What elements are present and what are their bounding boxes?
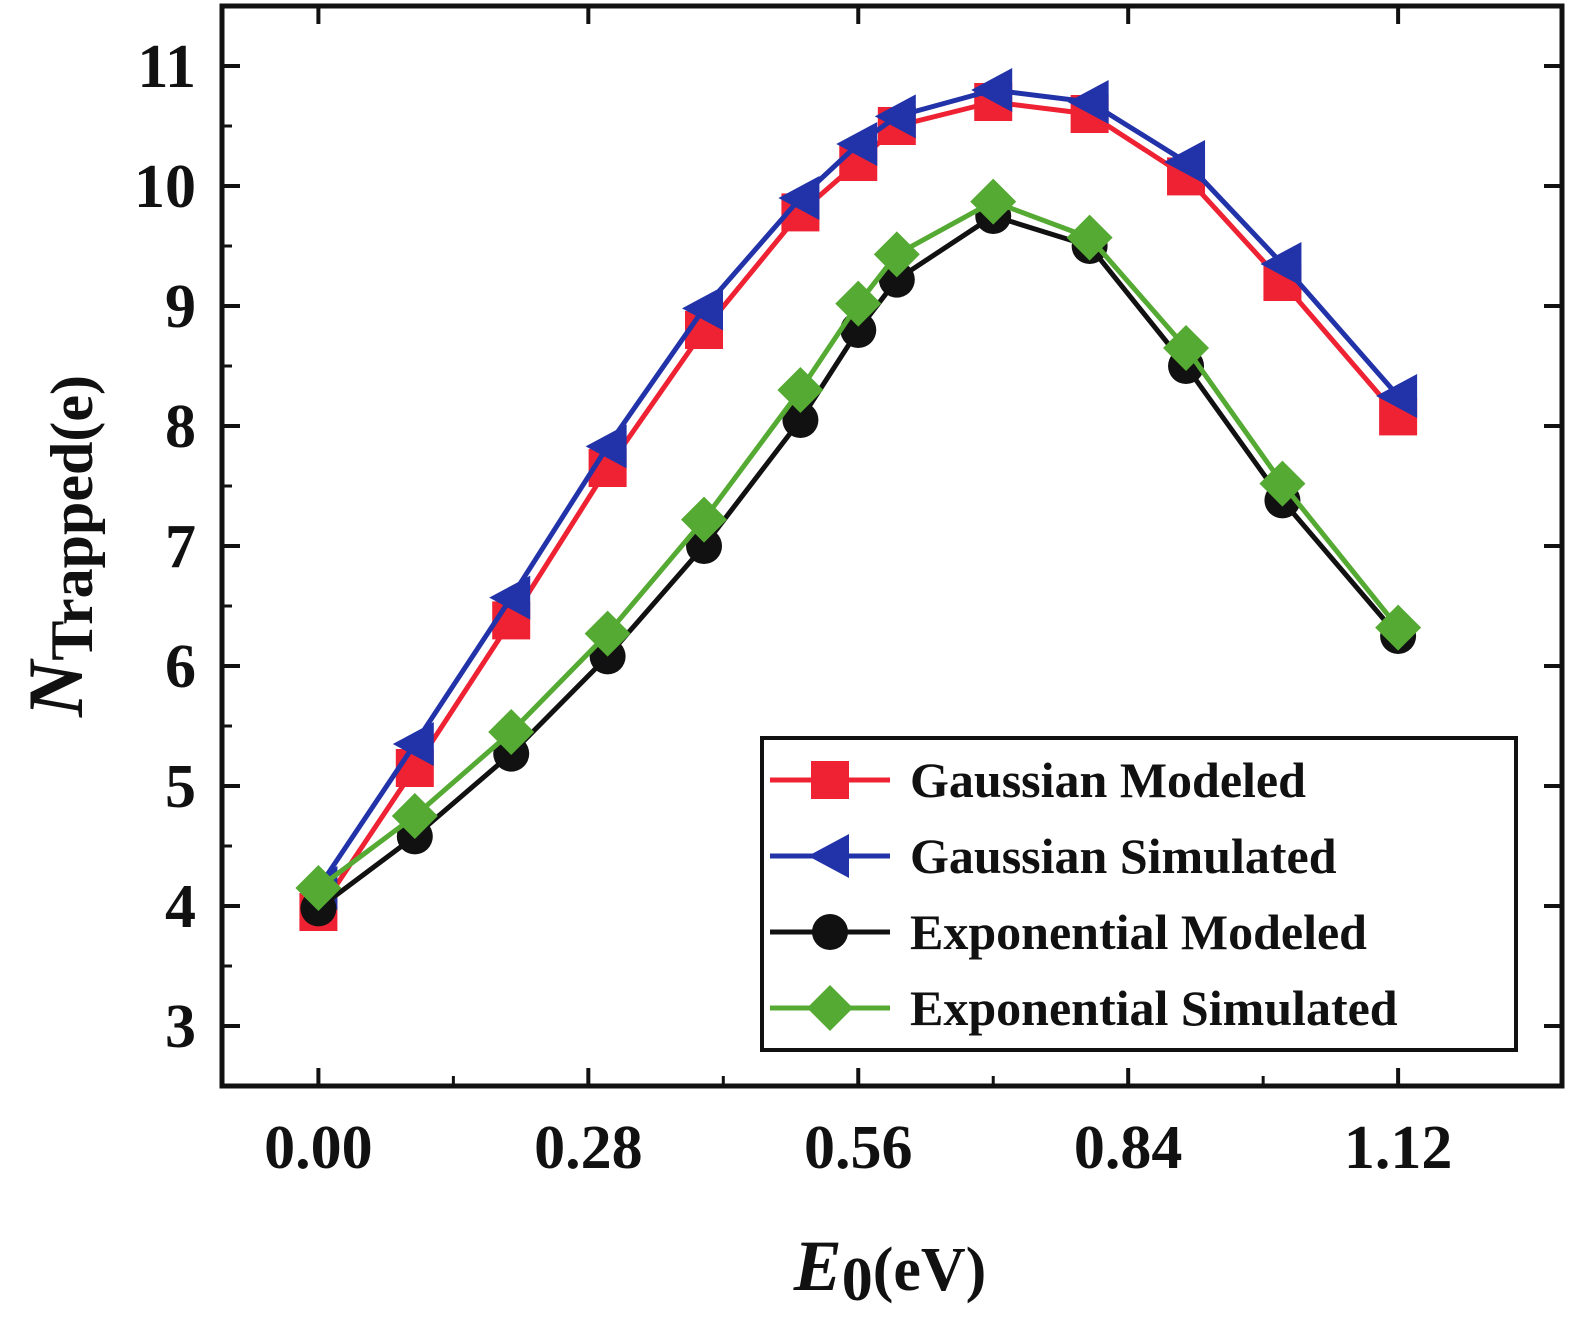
y-tick-label: 11 [137, 33, 196, 101]
legend-item: Gaussian Simulated [770, 828, 1337, 884]
data-point [835, 280, 882, 327]
data-point [682, 286, 724, 331]
y-tick-label: 3 [165, 993, 196, 1061]
legend-label: Gaussian Modeled [910, 752, 1306, 808]
data-point [488, 709, 535, 755]
data-point [1164, 140, 1206, 184]
y-axis-title-main: N [12, 658, 99, 718]
data-point [392, 722, 434, 766]
legend-item: Exponential Modeled [770, 904, 1367, 960]
data-point [971, 68, 1013, 112]
series-layer [295, 68, 1422, 931]
tick-marks [222, 4, 1562, 1088]
data-point [970, 178, 1017, 225]
y-tick-label: 6 [165, 633, 196, 701]
data-point [686, 528, 723, 564]
legend-label: Gaussian Simulated [910, 828, 1337, 884]
data-point [873, 231, 920, 278]
x-axis-title: E0(eV) [793, 1226, 987, 1314]
data-point [1163, 325, 1210, 371]
y-tick-label: 8 [165, 393, 196, 461]
data-point [1260, 242, 1302, 286]
data-point [1066, 214, 1113, 261]
y-axis-title-sub: Trapped(e) [39, 375, 105, 661]
data-point [1376, 374, 1418, 418]
legend-label: Exponential Simulated [910, 980, 1398, 1036]
y-tick-label: 5 [165, 753, 196, 821]
legend-marker [807, 985, 853, 1031]
legend-item: Gaussian Modeled [770, 752, 1306, 808]
legend-label: Exponential Modeled [910, 904, 1367, 960]
y-tick-label: 4 [165, 873, 196, 941]
data-point [489, 575, 531, 620]
y-tick-label: 9 [165, 273, 196, 341]
tick-labels: 0.00 0.28 0.56 0.84 1.12 3 4 5 6 7 8 9 10 11 [134, 33, 1452, 1182]
data-point [836, 122, 878, 166]
data-point [295, 865, 342, 911]
legend-marker [811, 761, 849, 799]
data-point [1259, 460, 1306, 507]
data-point [778, 176, 820, 220]
legend-marker [808, 834, 849, 878]
x-axis-title-main: E [793, 1226, 842, 1306]
series-3 [295, 178, 1422, 911]
x-tick-label: 0.00 [264, 1114, 373, 1182]
x-tick-label: 0.56 [804, 1114, 913, 1182]
data-point [681, 496, 728, 543]
legend-item: Exponential Simulated [770, 980, 1398, 1036]
x-axis-title-unit: (eV) [873, 1236, 987, 1304]
data-point [1067, 80, 1109, 124]
y-tick-label: 10 [134, 153, 196, 221]
x-tick-label: 0.28 [534, 1114, 643, 1182]
x-tick-label: 0.84 [1074, 1114, 1183, 1182]
legend-marker [812, 914, 848, 950]
data-point [585, 424, 627, 469]
data-point [584, 610, 631, 657]
data-point [874, 94, 916, 139]
x-axis-title-sub: 0 [842, 1246, 873, 1314]
legend: Gaussian Modeled Gaussian Simulated Expone… [760, 736, 1518, 1052]
y-axis-title: NTrapped(e) [12, 375, 105, 718]
data-point [1375, 604, 1422, 651]
data-point [391, 793, 438, 839]
x-tick-label: 1.12 [1344, 1114, 1453, 1182]
legend-box [760, 736, 1518, 1052]
data-point [777, 367, 824, 413]
y-tick-label: 7 [165, 513, 196, 581]
data-point [782, 402, 819, 438]
data-point [878, 261, 915, 298]
